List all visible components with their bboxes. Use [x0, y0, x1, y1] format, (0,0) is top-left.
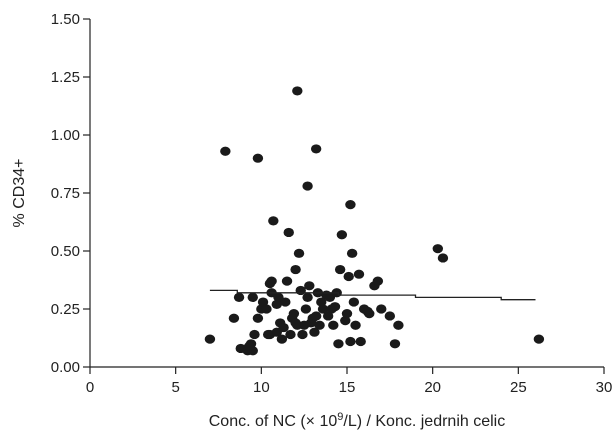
x-axis-title-pre: Conc. of NC (× 10 — [209, 413, 338, 430]
x-tick-label: 30 — [596, 379, 613, 396]
data-point — [433, 244, 443, 253]
data-point — [292, 86, 302, 95]
x-tick-label: 10 — [253, 379, 270, 396]
x-axis-title: Conc. of NC (× 109/L) / Konc. jedrnih ce… — [209, 411, 505, 430]
data-point — [301, 304, 311, 313]
data-point — [347, 249, 357, 258]
data-point — [376, 304, 386, 313]
data-point — [390, 339, 400, 348]
data-point — [335, 265, 345, 274]
x-tick-label: 20 — [424, 379, 441, 396]
data-point — [268, 216, 278, 225]
data-point — [297, 330, 307, 339]
data-point — [285, 330, 295, 339]
data-point — [294, 249, 304, 258]
data-point — [333, 339, 343, 348]
data-point — [273, 293, 283, 302]
data-point — [345, 337, 355, 346]
data-point — [534, 335, 544, 344]
data-point — [393, 321, 403, 330]
x-tick-label: 25 — [510, 379, 527, 396]
data-point — [249, 330, 259, 339]
data-point — [229, 314, 239, 323]
trend-line — [210, 290, 536, 299]
data-point — [344, 272, 354, 281]
trend-line-group — [210, 290, 536, 299]
data-point — [205, 335, 215, 344]
data-point — [263, 330, 273, 339]
x-tick-label: 5 — [171, 379, 179, 396]
data-point — [373, 277, 383, 286]
data-point — [302, 181, 312, 190]
y-axis: 0.00 0.25 0.50 0.75 1.00 1.25 1.50 — [51, 11, 90, 376]
data-point — [282, 277, 292, 286]
y-axis-title: % CD34+ — [11, 159, 28, 228]
data-point — [316, 297, 326, 306]
y-tick-label: 0.25 — [51, 301, 80, 318]
y-tick-label: 1.50 — [51, 11, 80, 28]
x-axis-title-post: /L) / Konc. jedrnih celic — [343, 413, 505, 430]
data-point — [385, 311, 395, 320]
y-tick-label: 1.00 — [51, 127, 80, 144]
y-tick-label: 0.75 — [51, 185, 80, 202]
data-point — [284, 228, 294, 237]
data-point — [253, 154, 263, 163]
data-point — [289, 309, 299, 318]
data-point — [278, 323, 288, 332]
data-point — [304, 281, 314, 290]
data-point — [311, 311, 321, 320]
data-point — [234, 293, 244, 302]
data-point — [220, 147, 230, 156]
data-point — [311, 144, 321, 153]
data-point — [314, 321, 324, 330]
data-point — [356, 337, 366, 346]
data-point — [330, 302, 340, 311]
data-point — [362, 307, 372, 316]
data-point — [337, 230, 347, 239]
y-tick-label: 0.00 — [51, 359, 80, 376]
x-tick-label: 15 — [339, 379, 356, 396]
y-tick-label: 0.50 — [51, 243, 80, 260]
data-points — [205, 86, 544, 355]
data-point — [328, 321, 338, 330]
data-point — [342, 309, 352, 318]
x-axis: 0 5 10 15 20 25 30 — [86, 367, 613, 396]
data-point — [349, 297, 359, 306]
data-point — [354, 270, 364, 279]
data-point — [290, 318, 300, 327]
data-point — [302, 293, 312, 302]
data-point — [438, 253, 448, 262]
data-point — [266, 277, 276, 286]
x-tick-label: 0 — [86, 379, 94, 396]
y-tick-label: 1.25 — [51, 69, 80, 86]
data-point — [244, 342, 254, 351]
data-point — [253, 314, 263, 323]
data-point — [290, 265, 300, 274]
data-point — [261, 304, 271, 313]
data-point — [345, 200, 355, 209]
data-point — [350, 321, 360, 330]
data-point — [248, 293, 258, 302]
